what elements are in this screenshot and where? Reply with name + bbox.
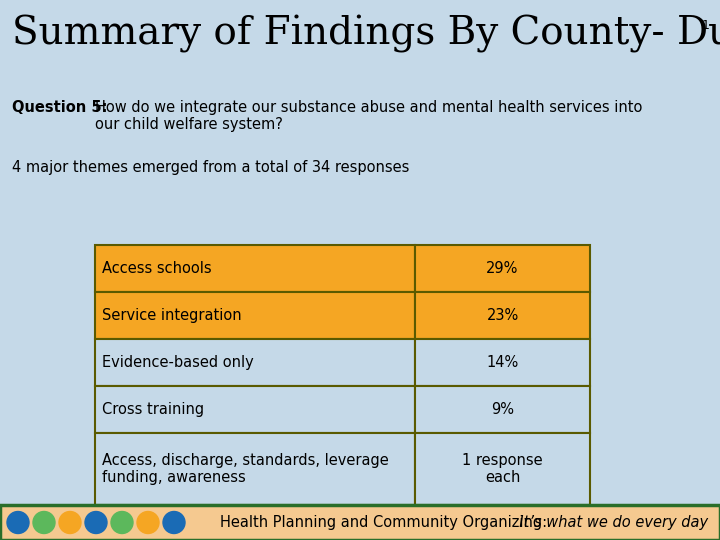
Bar [95, 433, 415, 505]
Bar [95, 292, 415, 339]
Bar [415, 292, 590, 339]
Bar [415, 386, 590, 433]
Bar [415, 245, 590, 292]
Text: 23%: 23% [487, 308, 518, 323]
Circle shape [137, 511, 159, 534]
Text: Service integration: Service integration [102, 308, 242, 323]
Circle shape [163, 511, 185, 534]
Circle shape [85, 511, 107, 534]
Text: Question 5:: Question 5: [12, 100, 107, 115]
Text: 9%: 9% [491, 402, 514, 417]
Text: Summary of Findings By County- Duval: Summary of Findings By County- Duval [12, 15, 720, 53]
Bar [415, 433, 590, 505]
Bar [95, 245, 415, 292]
Text: 1 response
each: 1 response each [462, 453, 543, 485]
Text: 4 major themes emerged from a total of 34 responses: 4 major themes emerged from a total of 3… [12, 160, 410, 175]
Bar [0, 505, 720, 540]
Text: 29%: 29% [486, 261, 518, 276]
Text: Access, discharge, standards, leverage
funding, awareness: Access, discharge, standards, leverage f… [102, 453, 389, 485]
Text: 1: 1 [702, 19, 710, 32]
Text: Health Planning and Community Organizing:: Health Planning and Community Organizing… [220, 515, 547, 530]
Bar [415, 339, 590, 386]
Circle shape [33, 511, 55, 534]
Circle shape [59, 511, 81, 534]
Text: Evidence-based only: Evidence-based only [102, 355, 253, 370]
Text: Cross training: Cross training [102, 402, 204, 417]
Bar [95, 386, 415, 433]
Circle shape [7, 511, 29, 534]
Text: 14%: 14% [487, 355, 518, 370]
Text: How do we integrate our substance abuse and mental health services into
our chil: How do we integrate our substance abuse … [95, 100, 642, 132]
Text: Access schools: Access schools [102, 261, 212, 276]
Bar [95, 339, 415, 386]
Circle shape [111, 511, 133, 534]
Text: It’s what we do every day: It’s what we do every day [510, 515, 708, 530]
